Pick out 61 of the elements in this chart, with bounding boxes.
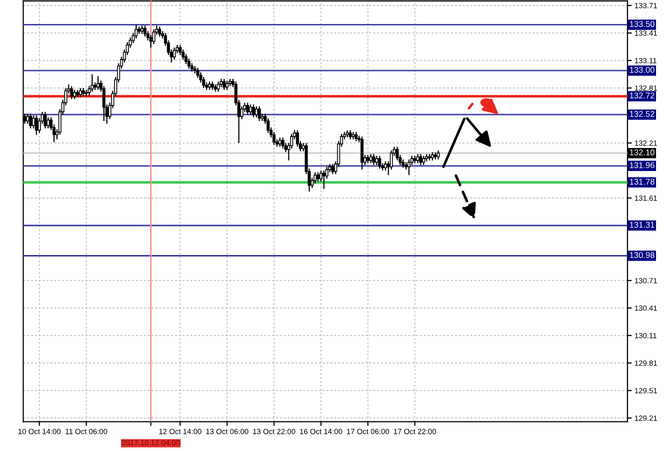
ref-line-label: 130.98 [630,252,654,258]
candlestick [70,86,74,100]
candlestick [396,146,399,161]
candlestick [352,131,355,140]
candlestick [316,172,320,182]
candlestick [187,58,190,70]
candlestick [419,153,422,166]
candlestick [226,80,229,90]
ref-line-label: 131.96 [630,162,654,168]
candlestick [222,78,226,90]
candlestick [278,136,282,148]
candlestick [375,155,378,166]
candlestick [416,153,420,164]
candlestick [29,113,32,129]
candlestick [73,89,76,100]
candlestick [407,158,410,176]
candlestick [322,170,326,190]
ref-line-label: 132.52 [630,110,654,117]
candlestick [296,130,300,148]
candlestick [172,47,176,60]
candlestick [152,28,156,45]
candlestick [372,153,376,166]
candlestick [384,160,388,172]
candlestick [252,104,256,118]
ref-line-label: 132.72 [630,92,654,98]
ref-line-label: 131.78 [630,178,654,185]
candlestick [90,74,94,92]
candlestick [272,131,276,146]
candlestick [378,155,382,170]
candlestick [258,106,261,122]
ref-line-label: 133.00 [630,66,654,73]
candlestick [78,87,82,98]
candlestick [246,102,250,116]
candlestick [34,114,38,136]
candlestick [314,172,317,184]
candlestick [348,130,352,140]
candlestick [249,104,252,116]
candlestick [184,54,188,65]
candlestick [182,48,185,60]
candlestick [32,114,36,129]
candlestick [354,131,358,142]
candlestick [196,67,200,78]
candlestick [202,76,206,89]
candlestick [360,136,364,170]
ref-line-label: 132.10 [630,149,654,156]
candlestick [281,136,284,150]
candlestick [422,155,426,166]
candlestick [178,44,182,56]
candlestick [216,81,220,92]
candlestick [143,25,146,38]
ref-line-label: 133.50 [630,21,654,27]
candlestick [26,113,30,124]
candlestick [254,106,258,118]
candlestick [44,111,47,129]
candlestick [158,26,162,38]
candlestick [331,164,334,175]
candlestick [96,76,100,90]
candlestick [134,24,138,40]
candlestick [266,118,270,134]
ref-line-label: 131.31 [630,222,654,228]
candlestick [436,150,440,160]
